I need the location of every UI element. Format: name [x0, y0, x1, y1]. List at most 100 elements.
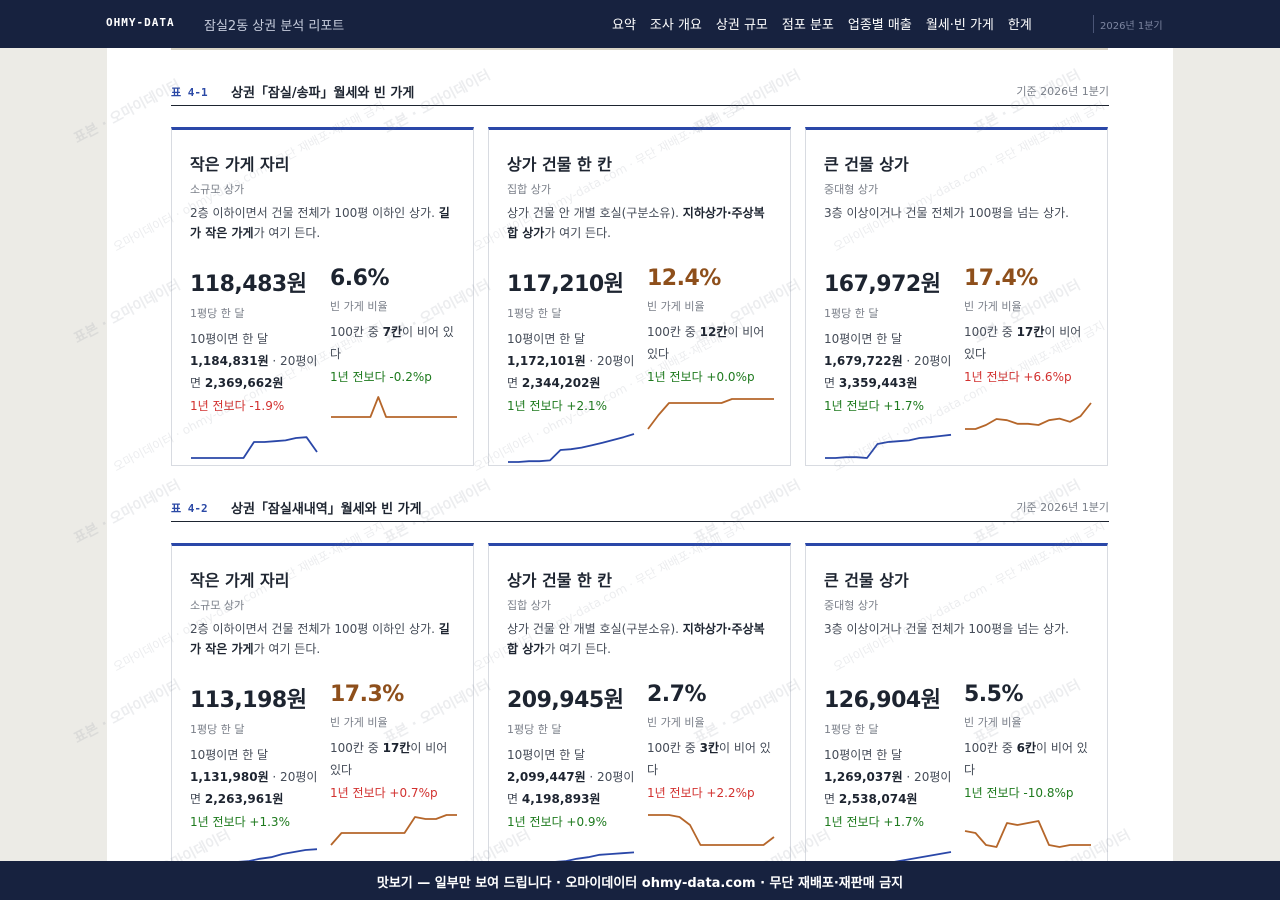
- rent-example-mid: · 20평이면: [824, 770, 952, 806]
- rent-10-pyeong: 1,679,722원: [824, 354, 903, 368]
- vacancy-example: 100칸 중 3칸이 비어 있다: [647, 737, 775, 781]
- sparkline-path: [331, 396, 457, 418]
- rent-example-mid: · 20평이면: [507, 354, 635, 390]
- rent-example: 10평이면 한 달 1,131,980원 · 20평이면 2,263,961원: [190, 744, 318, 810]
- rent-example-mid: · 20평이면: [190, 354, 318, 390]
- table-header-4-1: 표 4-1 상권「잠실/송파」월세와 빈 가게 기준 2026년 1분기: [171, 82, 1109, 106]
- rent-yoy-change: 1년 전보다 +1.7%: [824, 815, 924, 829]
- top-bar: OHMY-DATA 잠실2동 상권 분석 리포트 요약 조사 개요 상권 규모 …: [0, 0, 1280, 48]
- rent-example: 10평이면 한 달 1,172,101원 · 20평이면 2,344,202원: [507, 328, 635, 394]
- card-title: 작은 가게 자리: [190, 571, 290, 590]
- vacancy-example-prefix: 100칸 중: [647, 741, 700, 755]
- vacancy-example: 100칸 중 6칸이 비어 있다: [964, 737, 1092, 781]
- desc-text: 3층 이상이거나 건물 전체가 100평을 넘는 상가.: [824, 622, 1069, 636]
- rent-trend-sparkline: [191, 436, 318, 459]
- nav-overview[interactable]: 조사 개요: [649, 18, 702, 33]
- vacancy-metric: 17.3% 빈 가게 비율 100칸 중 17칸이 비어 있다 1년 전보다 +…: [330, 682, 458, 859]
- sparkline-path: [555, 851, 635, 861]
- vacancy-trend-sparkline: [964, 820, 1091, 848]
- vacancy-yoy-change: 1년 전보다 -10.8%p: [964, 786, 1074, 800]
- rent-example-mid: · 20평이면: [824, 354, 952, 390]
- sparkline-path: [647, 398, 774, 430]
- brand-logo[interactable]: OHMY-DATA: [106, 16, 175, 29]
- card-title: 상가 건물 한 칸: [507, 155, 613, 174]
- table-base-date: 기준 2026년 1분기: [1016, 501, 1109, 514]
- desc-text: 상가 건물 안 개별 호실(구분소유).: [507, 622, 683, 636]
- sparkline-path: [894, 851, 952, 861]
- rent-20-pyeong: 2,369,662원: [204, 376, 284, 390]
- rent-metric: 118,483원 1평당 한 달 10평이면 한 달 1,184,831원 · …: [190, 266, 318, 472]
- nav-limits[interactable]: 한계: [1007, 18, 1032, 33]
- rent-metric: 126,904원 1평당 한 달 10평이면 한 달 1,269,037원 · …: [824, 682, 952, 861]
- rent-per-pyeong: 209,945원: [507, 688, 624, 713]
- sparkline-path: [330, 814, 457, 846]
- desc-highlight: 길가 작은 가게: [190, 206, 450, 240]
- rent-yoy-change: 1년 전보다 -1.9%: [190, 399, 285, 413]
- rent-label: 1평당 한 달: [507, 723, 562, 736]
- rent-yoy-change: 1년 전보다 +1.3%: [190, 815, 290, 829]
- rent-metric: 113,198원 1평당 한 달 10평이면 한 달 1,131,980원 · …: [190, 682, 318, 861]
- rent-label: 1평당 한 달: [190, 723, 245, 736]
- card-row-4-2: 작은 가게 자리 소규모 상가 2층 이하이면서 건물 전체가 100평 이하인…: [171, 543, 1109, 861]
- vacancy-count: 3칸: [699, 741, 720, 755]
- vacancy-yoy-change: 1년 전보다 +0.0%p: [647, 370, 755, 384]
- vacancy-yoy-change: 1년 전보다 -0.2%p: [330, 370, 432, 384]
- vacancy-yoy-change: 1년 전보다 +6.6%p: [964, 370, 1072, 384]
- nav-market-size[interactable]: 상권 규모: [715, 18, 768, 33]
- rent-example: 10평이면 한 달 1,269,037원 · 20평이면 2,538,074원: [824, 744, 952, 810]
- rent-card: 큰 건물 상가 중대형 상가 3층 이상이거나 건물 전체가 100평을 넘는 …: [805, 127, 1108, 466]
- rent-per-pyeong: 126,904원: [824, 688, 941, 713]
- desc-text: 3층 이상이거나 건물 전체가 100평을 넘는 상가.: [824, 206, 1069, 220]
- vacancy-label: 빈 가게 비율: [964, 716, 1022, 729]
- rent-per-pyeong: 113,198원: [190, 688, 307, 713]
- vacancy-example-prefix: 100칸 중: [330, 325, 383, 339]
- vacancy-example: 100칸 중 17칸이 비어 있다: [330, 737, 458, 781]
- rent-example: 10평이면 한 달 2,099,447원 · 20평이면 4,198,893원: [507, 744, 635, 810]
- vacancy-example-prefix: 100칸 중: [964, 325, 1017, 339]
- rent-yoy-change: 1년 전보다 +1.7%: [824, 399, 924, 413]
- vacancy-count: 7칸: [382, 325, 403, 339]
- card-subtitle: 중대형 상가: [824, 599, 879, 612]
- desc-text-tail: 가 여기 든다.: [544, 226, 611, 240]
- rent-label: 1평당 한 달: [507, 307, 562, 320]
- vacancy-yoy-change: 1년 전보다 +2.2%p: [647, 786, 755, 800]
- sparkline-path: [648, 814, 775, 846]
- desc-highlight: 길가 작은 가게: [190, 622, 450, 656]
- vacancy-example-suffix: 이 비어 있다: [964, 325, 1082, 361]
- vacancy-count: 17칸: [1016, 325, 1045, 339]
- nav-store-distribution[interactable]: 점포 분포: [781, 18, 834, 33]
- rent-trend-sparkline: [555, 851, 635, 861]
- vacancy-example-prefix: 100칸 중: [647, 325, 700, 339]
- vacancy-trend-sparkline: [331, 396, 457, 418]
- rent-example: 10평이면 한 달 1,679,722원 · 20평이면 3,359,443원: [824, 328, 952, 394]
- vacancy-metric: 17.4% 빈 가게 비율 100칸 중 17칸이 비어 있다 1년 전보다 +…: [964, 266, 1092, 443]
- table-header-4-2: 표 4-2 상권「잠실새내역」월세와 빈 가게 기준 2026년 1분기: [171, 498, 1109, 522]
- vacancy-label: 빈 가게 비율: [647, 716, 705, 729]
- nav-rent-vacancy[interactable]: 월세·빈 가게: [925, 18, 994, 33]
- nav-summary[interactable]: 요약: [612, 18, 636, 33]
- sparkline-path: [965, 402, 1092, 430]
- vacancy-example-suffix: 이 비어 있다: [330, 741, 448, 777]
- rent-20-pyeong: 4,198,893원: [521, 792, 601, 806]
- rent-yoy-change: 1년 전보다 +0.9%: [507, 815, 607, 829]
- rent-card: 상가 건물 한 칸 집합 상가 상가 건물 안 개별 호실(구분소유). 지하상…: [488, 127, 791, 466]
- vacancy-trend-sparkline: [965, 402, 1092, 430]
- card-description: 3층 이상이거나 건물 전체가 100평을 넘는 상가.: [824, 203, 1092, 223]
- vacancy-label: 빈 가게 비율: [964, 300, 1022, 313]
- rent-trend-sparkline: [825, 433, 952, 459]
- desc-text-tail: 가 여기 든다.: [253, 226, 321, 240]
- card-title: 작은 가게 자리: [190, 155, 290, 174]
- vacancy-example-suffix: 이 비어 있다: [647, 741, 771, 777]
- vacancy-count: 6칸: [1016, 741, 1037, 755]
- rent-example-prefix: 10평이면 한 달: [507, 332, 586, 346]
- rent-per-pyeong: 117,210원: [507, 272, 624, 297]
- nav-sales-by-industry[interactable]: 업종별 매출: [847, 18, 912, 33]
- vacancy-label: 빈 가게 비율: [330, 300, 388, 313]
- vacancy-yoy-change: 1년 전보다 +0.7%p: [330, 786, 438, 800]
- rent-metric: 209,945원 1평당 한 달 10평이면 한 달 2,099,447원 · …: [507, 682, 635, 861]
- card-subtitle: 집합 상가: [507, 183, 551, 196]
- rent-example-mid: · 20평이면: [190, 770, 318, 806]
- vacancy-example-suffix: 이 비어 있다: [647, 325, 765, 361]
- card-description: 상가 건물 안 개별 호실(구분소유). 지하상가·주상복합 상가가 여기 든다…: [507, 203, 775, 243]
- nav-divider: [1093, 15, 1094, 33]
